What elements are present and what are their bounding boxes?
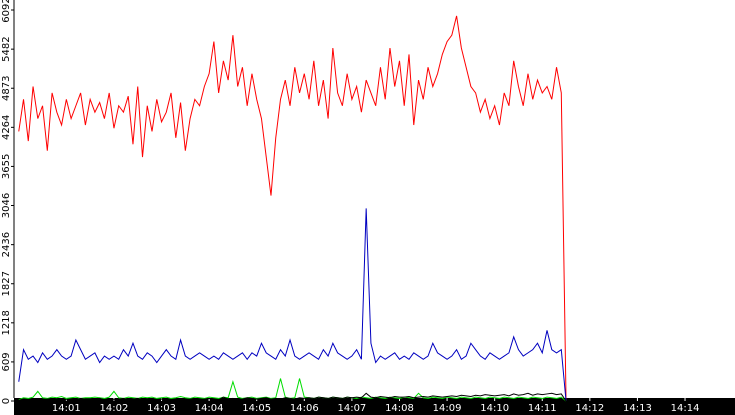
y-tick-label: 609	[1, 352, 12, 371]
x-tick-label: 14:02	[100, 403, 129, 414]
x-tick-label: 14:07	[337, 403, 366, 414]
x-tick-label: 14:03	[147, 403, 176, 414]
y-tick-label: 1827	[1, 271, 12, 296]
x-axis-band	[14, 398, 735, 415]
x-tick-label: 14:01	[52, 403, 81, 414]
x-tick-label: 14:13	[623, 403, 652, 414]
y-tick-label: 1218	[1, 310, 12, 335]
y-tick-label: 3046	[1, 193, 12, 218]
y-tick-label: 5482	[1, 36, 12, 61]
x-tick-label: 14:08	[385, 403, 414, 414]
y-tick-label: 6092	[1, 0, 12, 23]
y-tick-label: 0	[1, 398, 12, 404]
y-tick-label: 3655	[1, 154, 12, 179]
series-line	[18, 15, 567, 402]
x-tick-label: 14:10	[480, 403, 509, 414]
series-line	[18, 378, 567, 402]
x-tick-label: 14:12	[575, 403, 604, 414]
x-tick-label: 14:06	[290, 403, 319, 414]
x-tick-label: 14:09	[433, 403, 462, 414]
series-line	[18, 208, 567, 402]
series-line	[18, 392, 567, 402]
x-tick-label: 14:04	[195, 403, 224, 414]
y-tick-label: 4873	[1, 76, 12, 101]
y-tick-label: 4264	[1, 115, 12, 140]
x-tick-label: 14:14	[671, 403, 700, 414]
x-tick-label: 14:11	[528, 403, 557, 414]
x-tick-label: 14:05	[242, 403, 271, 414]
y-tick-label: 2436	[1, 232, 12, 257]
